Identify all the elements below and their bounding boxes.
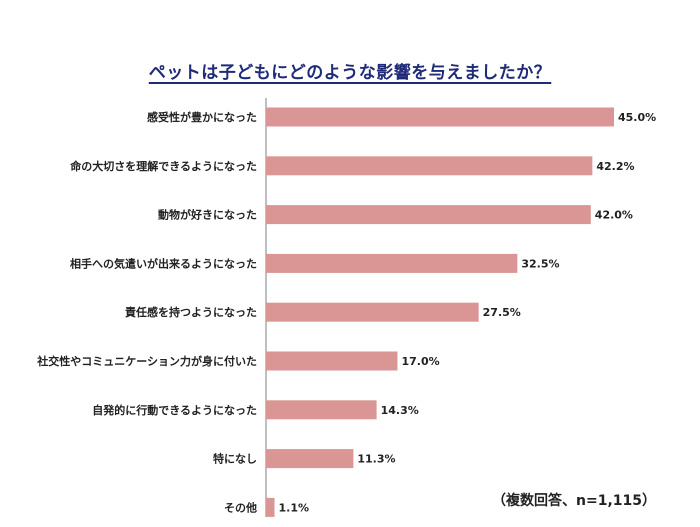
value-label: 42.2%	[596, 160, 634, 173]
bar	[266, 400, 377, 420]
category-label: その他	[224, 500, 257, 514]
category-label: 感受性が豊かになった	[147, 110, 257, 124]
category-label: 社交性やコミュニケーション力が身に付いた	[36, 354, 257, 368]
value-label: 45.0%	[618, 111, 656, 124]
bar	[266, 107, 614, 127]
value-label: 14.3%	[381, 404, 419, 417]
category-label: 動物が好きになった	[158, 208, 257, 222]
bar	[266, 156, 593, 176]
category-label: 自発的に行動できるようになった	[92, 403, 257, 417]
value-label: 17.0%	[401, 355, 439, 368]
category-label: 命の大切さを理解できるようになった	[69, 159, 257, 173]
sample-note: （複数回答、n=1,115）	[492, 493, 656, 509]
value-label: 27.5%	[483, 306, 521, 319]
value-label: 42.0%	[595, 209, 633, 222]
value-label: 11.3%	[357, 453, 395, 466]
bar	[266, 449, 354, 469]
value-label: 1.1%	[279, 501, 310, 514]
category-label: 責任感を持つようになった	[125, 305, 257, 319]
category-label: 相手への気遣いが出来るようになった	[70, 256, 257, 270]
chart-title-text: ペットは子どもにどのような影響を与えましたか？	[148, 63, 552, 83]
chart-title: ペットは子どもにどのような影響を与えましたか？	[0, 58, 700, 83]
bar	[266, 205, 591, 225]
value-label: 32.5%	[521, 257, 559, 270]
bar	[266, 351, 398, 371]
bar	[266, 253, 518, 273]
bar	[266, 302, 479, 322]
bar	[266, 497, 275, 517]
category-label: 特になし	[213, 452, 257, 466]
